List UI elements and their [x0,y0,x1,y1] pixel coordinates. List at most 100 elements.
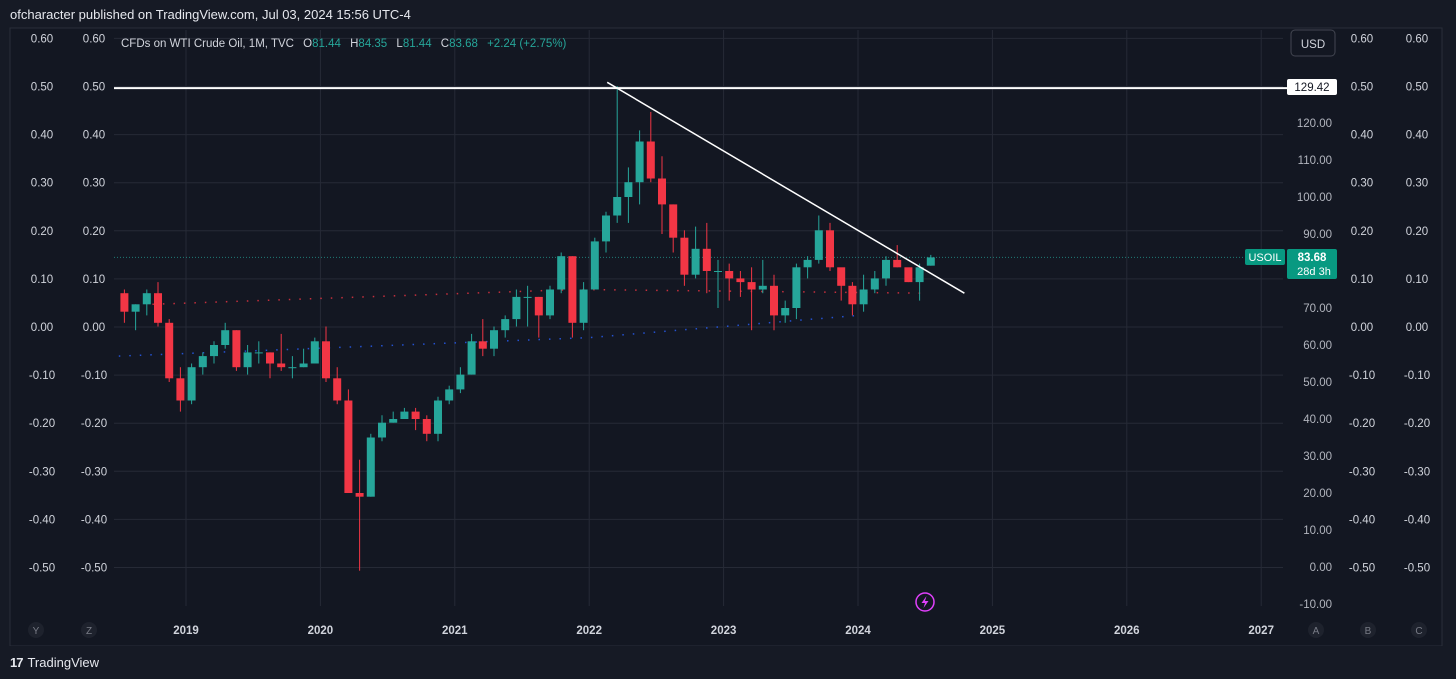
candle-body [411,411,420,419]
percent-tick-label: -0.30 [81,466,107,478]
candle [781,300,790,323]
legend-l-value: 81.44 [403,38,432,50]
candle [400,407,409,419]
percent-tick-label: 0.50 [83,82,105,94]
price-tick-label: 120.00 [1297,118,1332,130]
svg-text:CFDs on WTI Crude Oil, 1M, TVC: CFDs on WTI Crude Oil, 1M, TVC O81.44 H8… [121,38,567,50]
candle-body [859,289,868,305]
candle [422,415,431,442]
time-tick-label: 2027 [1248,625,1274,637]
candle-body [154,293,162,323]
candle [557,252,566,294]
candle [131,304,140,331]
price-tick-label: 70.00 [1303,303,1332,315]
percent-axis-left: 0.60 0.60 0.50 0.50 0.40 0.40 0.30 0.30 0.20 0.20… [29,33,107,574]
candle [176,367,185,412]
scale-button-z[interactable]: Z [81,622,97,638]
candle-body [210,345,218,357]
candle [882,256,890,286]
percent-tick-label: 0.20 [1351,226,1373,238]
percent-tick-label: -0.50 [81,563,107,575]
candle-body [758,285,767,290]
percent-tick-label: 0.00 [31,322,53,334]
candle-body [456,374,465,390]
scale-button-label: C [1415,626,1422,637]
percent-tick-label: 0.30 [31,178,53,190]
percent-tick-label: 0.40 [31,130,53,142]
percent-tick-label: -0.10 [81,370,107,382]
lightning-icon[interactable] [915,592,935,612]
scale-button-y[interactable]: Y [28,622,44,638]
candle-body [277,363,286,368]
hline-price-label: 129.42 [1287,79,1337,95]
price-tick-label: 20.00 [1303,488,1332,500]
candle-body [770,285,778,316]
percent-tick-label: -0.50 [1349,563,1375,575]
candle [658,156,666,234]
candle [445,385,454,405]
candle-body [232,330,241,368]
candle-body [792,267,801,308]
percent-tick-label: 0.30 [83,178,105,190]
candle-body [826,230,834,268]
candle-body [310,341,319,364]
chart-svg[interactable]: -10.00 0.00 10.00 20.00 30.00 40.00 50.00 60.00… [0,0,1456,646]
candle-body [322,341,330,379]
candle [333,367,342,405]
candle [579,282,588,331]
legend-c-value: 83.68 [449,38,478,50]
legend-c-label: C [441,38,449,50]
percent-tick-label: -0.40 [81,514,107,526]
candle-body [243,352,252,368]
candle [803,256,812,279]
candle-body [299,363,308,368]
candle [344,389,353,493]
candle-body [198,356,207,368]
candle-body [893,259,902,268]
price-tick-label: -10.00 [1299,599,1332,611]
candle [120,289,129,323]
candle [512,289,521,327]
scale-button-b[interactable]: B [1360,622,1376,638]
candle-body [915,267,924,283]
percent-tick-label: 0.20 [31,226,53,238]
candle-body [837,267,846,286]
time-tick-label: 2021 [442,625,468,637]
candle-body [142,293,151,305]
scale-button-label: B [1365,626,1372,637]
candle [154,282,162,327]
candle-body [266,352,274,364]
price-tick-label: 0.00 [1310,562,1332,574]
candle-body [366,437,375,497]
scale-button-label: Z [86,626,92,637]
candle [758,259,767,294]
candle [602,211,610,253]
tradingview-brand[interactable]: 17 TradingView [10,655,99,670]
attribution-header: ofcharacter published on TradingView.com… [0,0,1456,28]
candle-body [803,259,812,268]
candle [680,230,689,286]
scale-button-c[interactable]: C [1411,622,1427,638]
scale-button-bg [1308,622,1324,638]
percent-tick-label: -0.20 [1349,418,1375,430]
percent-axis-right: 0.60 0.60 0.50 0.50 0.40 0.40 0.30 0.30 0.20 0.20… [1349,33,1430,574]
candle [747,267,756,331]
price-tick-label: 40.00 [1303,414,1332,426]
price-tick-label: 60.00 [1303,340,1332,352]
time-tick-label: 2022 [576,625,602,637]
candle-body [736,278,745,283]
currency-button[interactable]: USD [1290,29,1336,57]
legend-symbol: CFDs on WTI Crude Oil, 1M, TVC [121,38,294,50]
scale-button-bg [81,622,97,638]
candle [478,319,487,357]
percent-tick-label: 0.40 [83,130,105,142]
candle-body [747,282,756,290]
scale-button-a[interactable]: A [1308,622,1324,638]
candle [646,111,655,183]
candle-body [378,422,386,438]
candle-body [434,400,442,434]
candle [546,285,554,320]
candle [355,459,364,571]
tradingview-logo-icon: 17 [10,655,24,670]
candle [702,222,711,294]
